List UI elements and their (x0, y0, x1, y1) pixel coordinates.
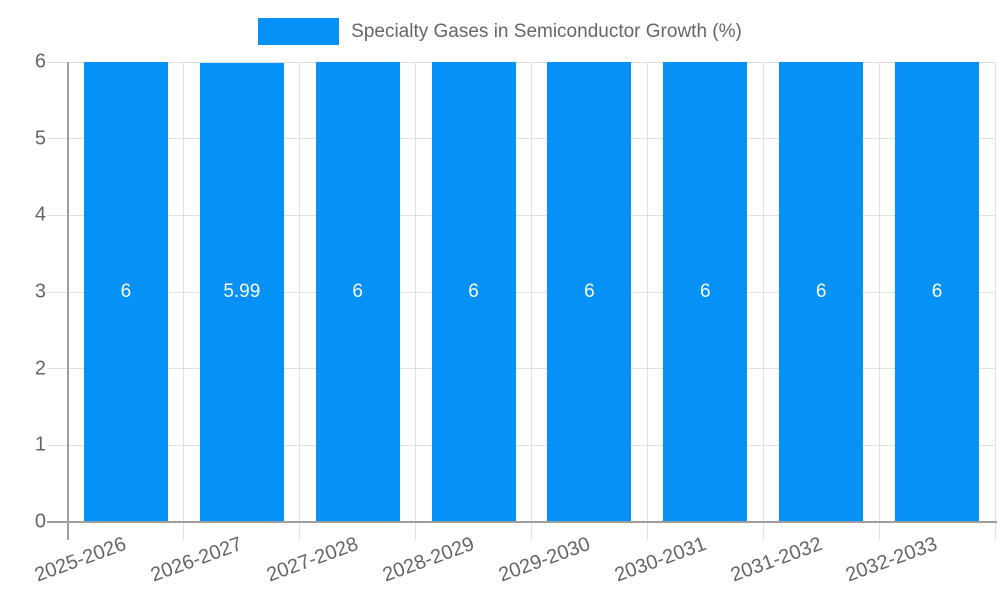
bar-value-label: 6 (815, 281, 827, 302)
bar[interactable] (431, 62, 516, 522)
x-axis-tick (762, 522, 764, 540)
gridline-vertical (183, 62, 185, 522)
bar-value-label: 6 (468, 281, 479, 302)
x-axis-tick-label: 2028-2029 (379, 533, 478, 587)
y-axis-tick-label: 5 (34, 127, 46, 150)
y-axis-tick (47, 291, 68, 293)
bar[interactable] (83, 62, 168, 522)
y-axis-tick (47, 368, 68, 370)
gridline-vertical (994, 62, 996, 522)
y-axis-tick-label: 1 (34, 433, 46, 456)
bar-value-label: 6 (584, 281, 595, 302)
y-axis-tick-label: 6 (34, 50, 46, 73)
y-axis-tick (47, 444, 68, 446)
bar-value-label: 5.99 (223, 281, 261, 303)
legend-swatch (258, 18, 340, 45)
bar[interactable] (199, 62, 284, 522)
x-axis-tick (646, 522, 648, 540)
y-axis-tick-label: 4 (34, 203, 46, 226)
bar[interactable] (315, 62, 400, 522)
y-axis-tick (47, 61, 68, 63)
y-axis-tick-label: 2 (34, 357, 46, 380)
y-axis-line (66, 62, 69, 540)
bar-value-label: 6 (700, 281, 711, 302)
bar[interactable] (779, 62, 864, 522)
x-axis-tick-label: 2025-2026 (32, 533, 130, 587)
bar[interactable] (663, 62, 748, 522)
bar[interactable] (547, 62, 632, 522)
gridline-vertical (299, 62, 301, 522)
x-axis-tick (878, 522, 880, 540)
legend[interactable]: Specialty Gases in Semiconductor Growth … (0, 18, 1000, 45)
x-axis-tick-label: 2031-2032 (727, 533, 825, 587)
bar-value-label: 6 (120, 281, 132, 302)
gridline-vertical (878, 62, 880, 522)
gridline-vertical (531, 62, 532, 522)
x-axis-tick (299, 522, 301, 540)
x-axis-tick (994, 522, 996, 540)
bar-value-label: 6 (352, 281, 363, 302)
y-axis-tick (47, 138, 68, 140)
x-axis-tick-label: 2030-2031 (611, 533, 709, 587)
gridline-vertical (646, 62, 648, 522)
x-axis-tick (183, 522, 185, 540)
y-axis-tick (47, 214, 68, 216)
x-axis-tick-label: 2026-2027 (147, 533, 246, 587)
x-axis-tick-label: 2027-2028 (263, 533, 362, 587)
x-axis-line (47, 521, 997, 523)
bar[interactable] (895, 62, 980, 522)
x-axis-tick (415, 522, 417, 540)
bar-value-label: 6 (931, 281, 943, 302)
legend-label: Specialty Gases in Semiconductor Growth … (351, 20, 742, 42)
y-axis-tick-label: 3 (34, 280, 46, 303)
y-axis-tick-label: 0 (34, 510, 46, 533)
x-axis-tick (531, 522, 532, 540)
gridline-vertical (415, 62, 417, 522)
x-axis-tick-label: 2032-2033 (843, 533, 941, 587)
gridline-vertical (762, 62, 764, 522)
x-axis-tick-label: 2029-2030 (495, 533, 593, 587)
